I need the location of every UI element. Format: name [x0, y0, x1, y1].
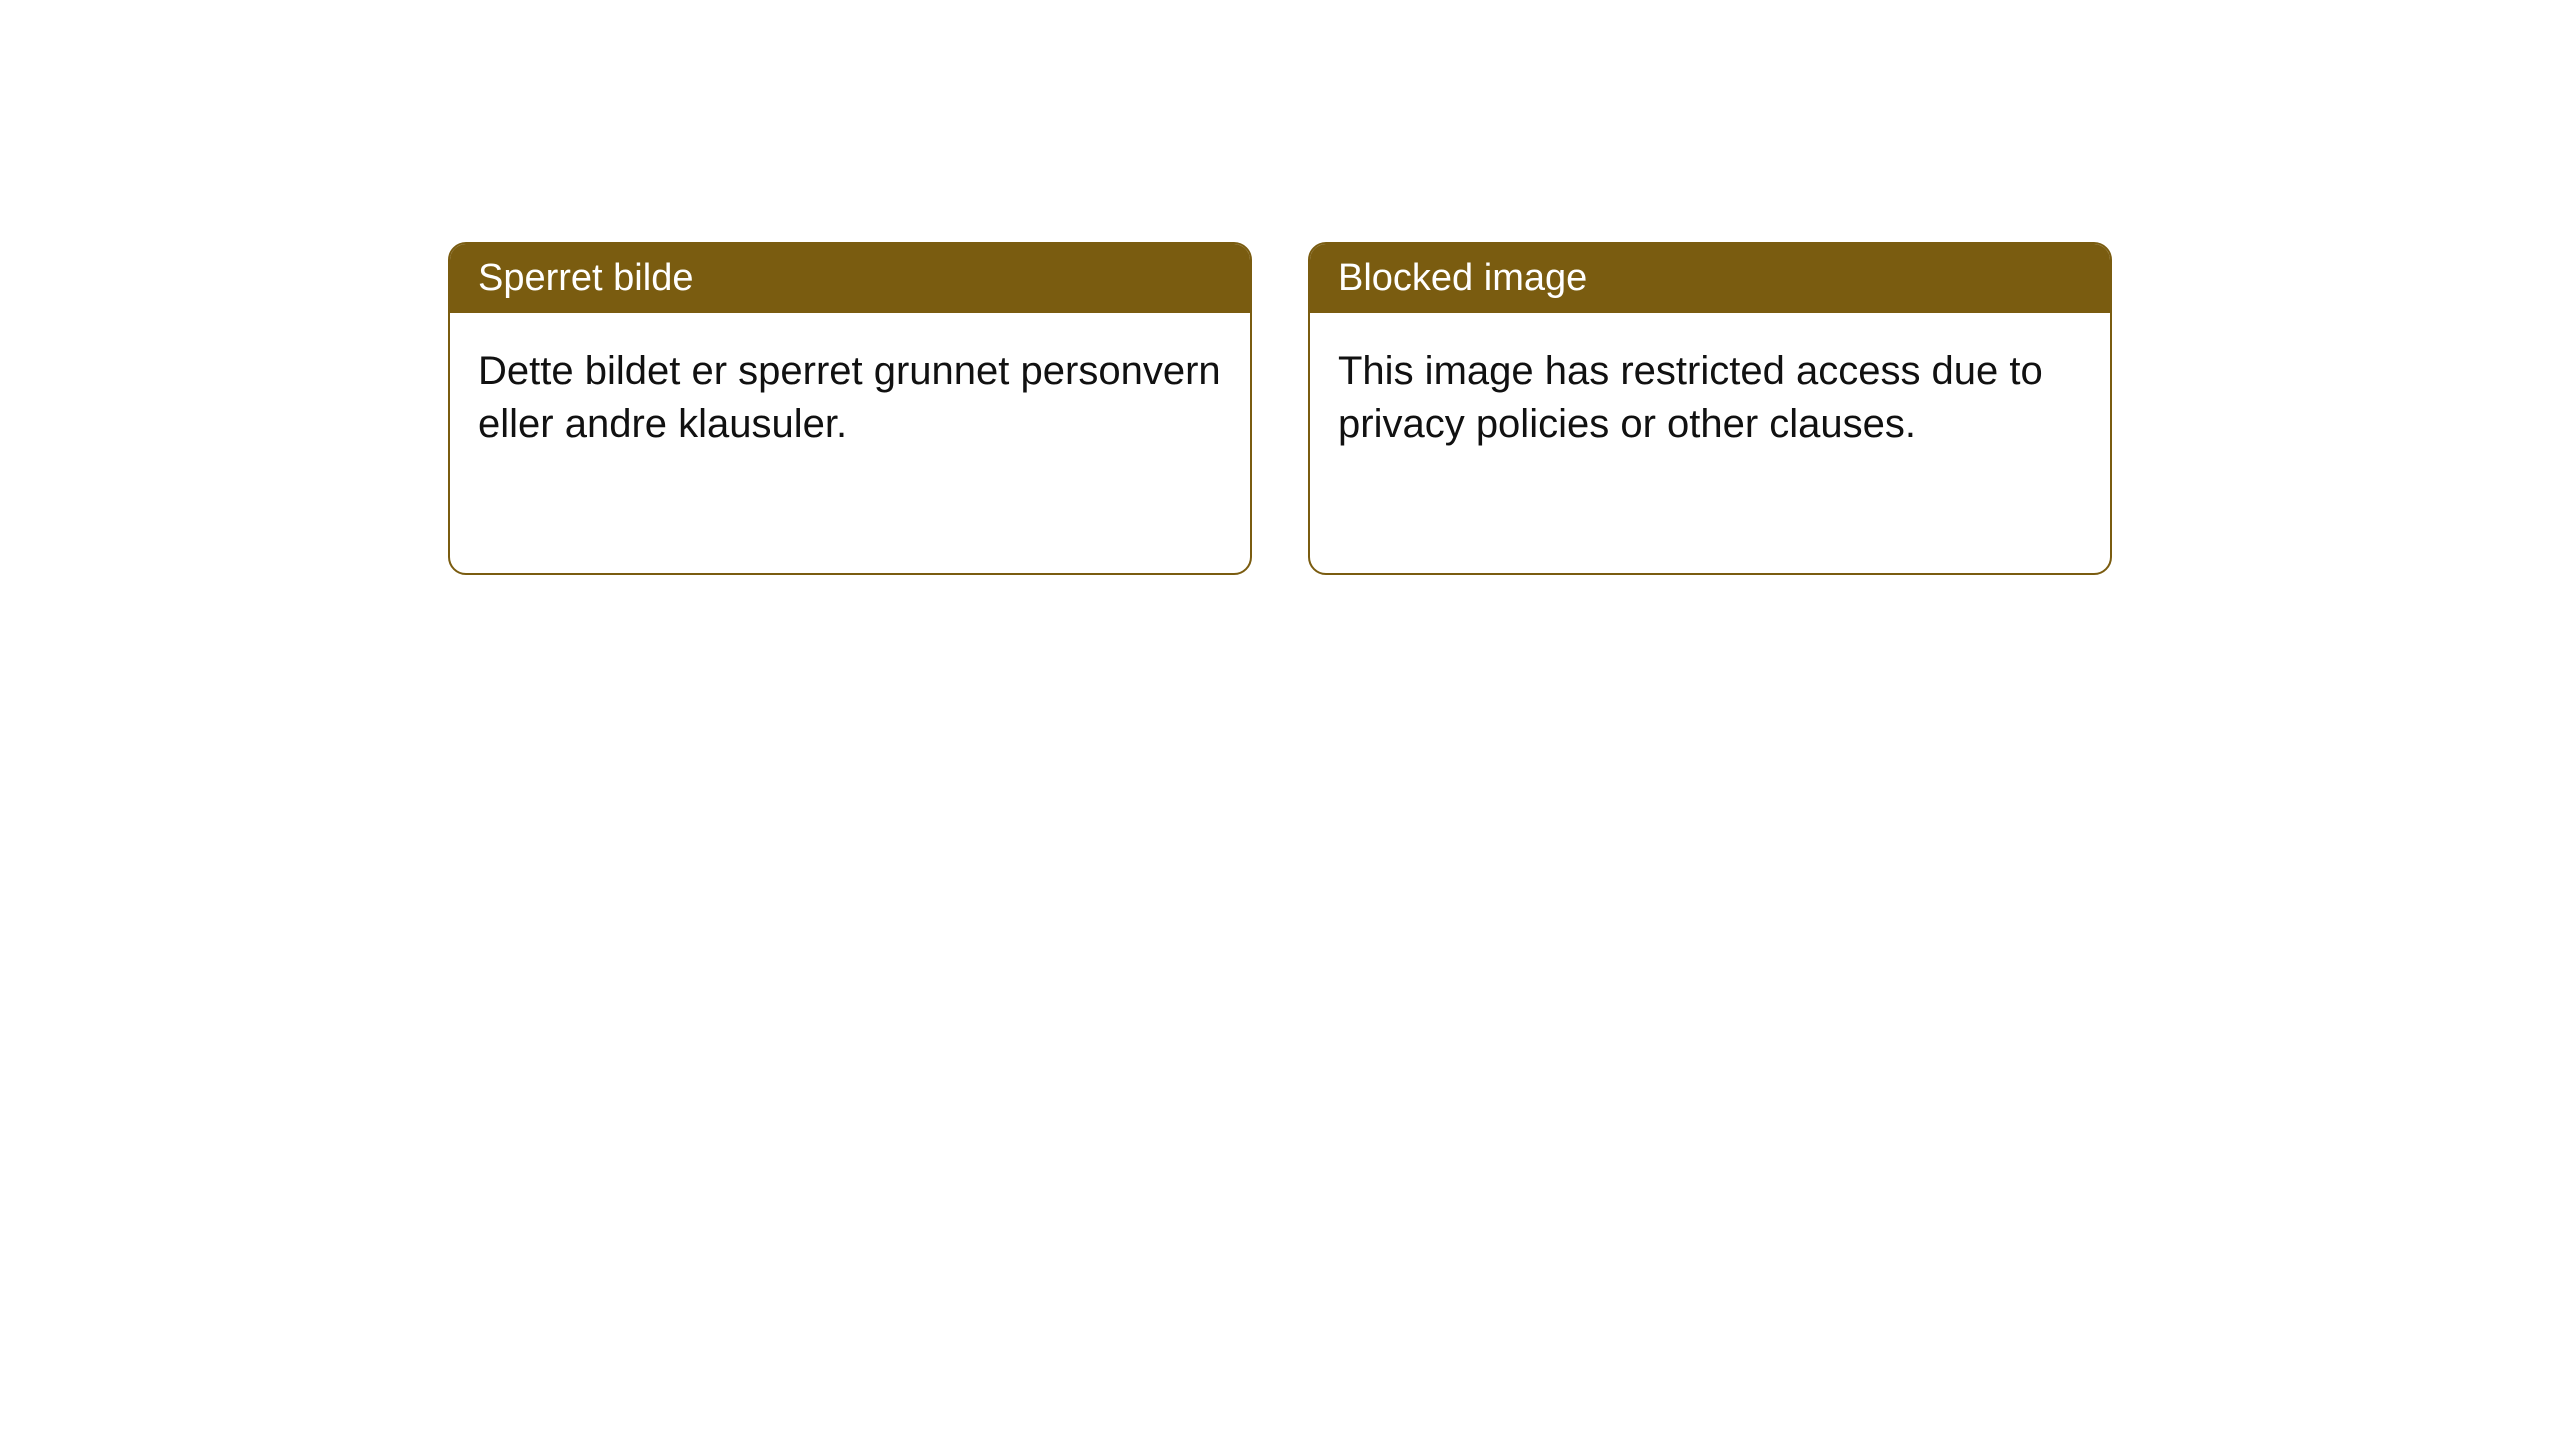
notice-header: Sperret bilde: [450, 244, 1250, 313]
notice-card-norwegian: Sperret bilde Dette bildet er sperret gr…: [448, 242, 1252, 575]
notice-header: Blocked image: [1310, 244, 2110, 313]
notice-body: This image has restricted access due to …: [1310, 313, 2110, 573]
notice-body: Dette bildet er sperret grunnet personve…: [450, 313, 1250, 573]
notice-card-english: Blocked image This image has restricted …: [1308, 242, 2112, 575]
notice-container: Sperret bilde Dette bildet er sperret gr…: [448, 242, 2112, 575]
